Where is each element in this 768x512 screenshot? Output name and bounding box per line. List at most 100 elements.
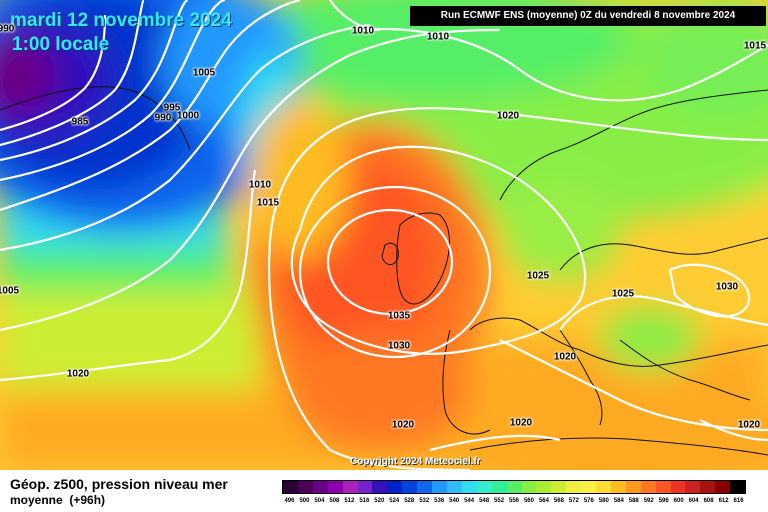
scale-label: 540 [449, 498, 460, 504]
geopotential-field [0, 0, 768, 470]
isobar-1025-east [559, 295, 768, 331]
scale-label: 512 [344, 498, 355, 504]
scale-cell [476, 481, 492, 493]
scale-label: 596 [658, 498, 669, 504]
legend-subtitle: moyenne (+96h) [10, 493, 105, 507]
isobar-1010 [0, 23, 371, 252]
scale-label: 568 [553, 498, 564, 504]
isobar-label: 995 [163, 102, 181, 114]
legend-lead-time: (+96h) [69, 493, 106, 507]
forecast-date: mardi 12 novembre 2024 [10, 10, 232, 31]
legend-footer: Géop. z500, pression niveau mer moyenne … [0, 470, 768, 512]
isobar-label: 1020 [66, 368, 90, 380]
scale-cell [655, 481, 671, 493]
scale-label: 532 [419, 498, 430, 504]
scale-cell [461, 481, 477, 493]
isobar-label: 1005 [192, 67, 216, 79]
isobar-1025 [290, 145, 587, 355]
scale-cell [312, 481, 328, 493]
scale-cell [700, 481, 716, 493]
scale-cell [730, 481, 746, 493]
isobar-label: 1025 [526, 270, 550, 282]
scale-cell [536, 481, 552, 493]
isobar-label: 1010 [426, 31, 450, 43]
scale-label: 496 [284, 498, 295, 504]
legend-title: Géop. z500, pression niveau mer [10, 476, 228, 492]
scale-label: 564 [538, 498, 549, 504]
scale-label: 588 [628, 498, 639, 504]
scale-label: 528 [404, 498, 415, 504]
isobar-1035 [326, 208, 454, 316]
scale-label: 612 [718, 498, 729, 504]
scale-cell [670, 481, 686, 493]
isobar-lines [0, 0, 768, 470]
scale-cell [685, 481, 701, 493]
weather-map: mardi 12 novembre 2024 1:00 locale Run E… [0, 0, 768, 470]
isobar-1015 [0, 28, 501, 332]
isobar-1015-north [359, 27, 768, 102]
isobar-1000 [0, 0, 226, 182]
scale-cell [446, 481, 462, 493]
isobar-label: 1020 [496, 110, 520, 122]
scale-cell [610, 481, 626, 493]
isobar-1030-east [668, 263, 751, 318]
copyright: Copyright 2024 Meteociel.fr [350, 456, 481, 467]
scale-cell [387, 481, 403, 493]
scale-cell [625, 481, 641, 493]
isobar-label: 1020 [553, 351, 577, 363]
scale-label: 600 [673, 498, 684, 504]
scale-cell [521, 481, 537, 493]
isobar-1020-west [0, 169, 257, 382]
italy-coast [559, 329, 603, 426]
isobar-label: 1010 [351, 25, 375, 37]
scale-cell [596, 481, 611, 493]
color-field [0, 0, 768, 470]
scale-cell [372, 481, 388, 493]
isobar-1020-se [699, 419, 768, 442]
scale-label: 556 [509, 498, 520, 504]
isobar-label: 1020 [509, 417, 533, 429]
run-info: Run ECMWF ENS (moyenne) 0Z du vendredi 8… [410, 6, 766, 26]
scale-cell [491, 481, 507, 493]
isobar-1005 [0, 0, 301, 212]
legend-subtitle-mean: moyenne [10, 493, 63, 507]
baltic-coast [559, 237, 768, 271]
isobar-label: 985 [71, 116, 89, 128]
british-isles [396, 212, 450, 305]
scale-label: 560 [523, 498, 534, 504]
scale-label: 580 [598, 498, 609, 504]
isobar-1020-sw [429, 434, 561, 452]
scale-label: 592 [643, 498, 654, 504]
isobar-label: 1035 [387, 310, 411, 322]
scale-label: 516 [359, 498, 370, 504]
color-scale [282, 480, 746, 494]
scale-label: 508 [329, 498, 340, 504]
scale-cell [566, 481, 582, 493]
isobar-label: 1015 [256, 197, 280, 209]
isobar-label: 990 [0, 23, 15, 35]
iberia-coast [442, 329, 491, 435]
isobar-1020-south [267, 239, 471, 470]
scale-cell [402, 481, 418, 493]
isobar-1020-east [499, 339, 768, 432]
scale-label: 504 [314, 498, 325, 504]
forecast-local-time: 1:00 locale [12, 34, 110, 55]
scale-cell [432, 481, 447, 493]
scale-cell [297, 481, 313, 493]
scale-label: 616 [733, 498, 744, 504]
scale-label: 524 [389, 498, 400, 504]
isobar-label: 990 [154, 112, 172, 124]
isobar-1020-north [268, 107, 768, 241]
europe-south-coast [469, 317, 768, 367]
scale-cell [551, 481, 567, 493]
scale-label: 576 [583, 498, 594, 504]
isobar-label: 1020 [391, 419, 415, 431]
africa-coast [469, 437, 768, 456]
scale-cell [715, 481, 731, 493]
scale-label: 552 [494, 498, 505, 504]
scale-label: 572 [568, 498, 579, 504]
isobar-990 [0, 0, 145, 147]
isobar-label: 1030 [387, 340, 411, 352]
scale-cell [357, 481, 373, 493]
scale-cell [506, 481, 522, 493]
